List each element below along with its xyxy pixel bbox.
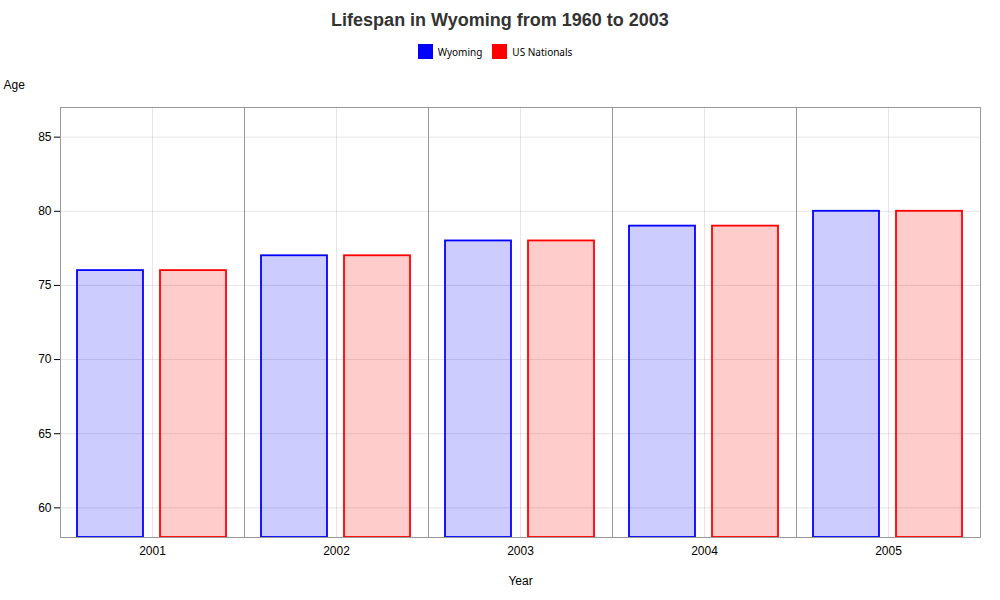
svg-text:70: 70 [38,352,52,366]
svg-text:2004: 2004 [691,544,718,558]
svg-text:60: 60 [38,501,52,515]
svg-text:80: 80 [38,204,52,218]
svg-text:65: 65 [38,427,52,441]
svg-text:75: 75 [38,278,52,292]
svg-text:2003: 2003 [507,544,534,558]
svg-text:2002: 2002 [323,544,350,558]
html-text:US Nationals: US Nationals [512,44,573,59]
svg-text:Year: Year [508,574,532,588]
svg-text:85: 85 [38,130,52,144]
html-text:Wyoming: Wyoming [437,44,483,59]
html-text:Lifespan in Wyoming from 1960: Lifespan in Wyoming from 1960 to 2003 [331,10,669,30]
svg-text:2001: 2001 [139,544,166,558]
svg-text:Age: Age [4,78,26,92]
svg-text:2005: 2005 [875,544,902,558]
